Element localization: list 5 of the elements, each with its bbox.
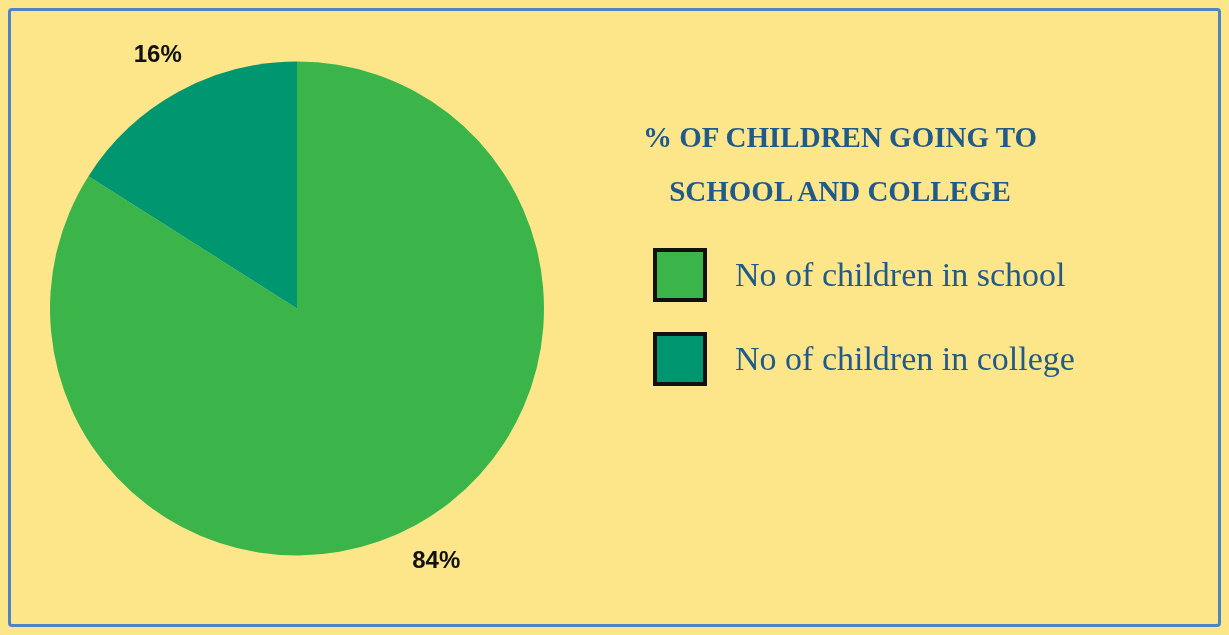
data-label: 84%: [412, 546, 461, 574]
text: % OF CHILDREN GOING TO SCHOOL AND COLLEGE: [641, 120, 1039, 209]
data-label: 16%: [133, 39, 182, 67]
legend-label: No of children in school: [735, 256, 1066, 294]
legend-label: No of children in college: [735, 340, 1075, 378]
